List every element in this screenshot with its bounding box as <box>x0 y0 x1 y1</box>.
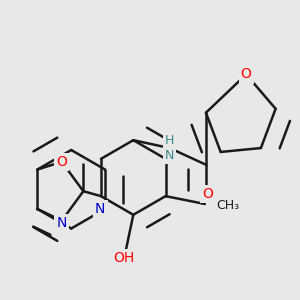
Text: O: O <box>241 68 252 81</box>
Text: O: O <box>56 155 67 169</box>
Text: O: O <box>202 187 213 201</box>
Text: CH₃: CH₃ <box>217 200 240 212</box>
Text: OH: OH <box>113 251 134 265</box>
Text: H
N: H N <box>165 134 174 162</box>
Text: N: N <box>57 216 67 230</box>
Text: N: N <box>95 202 106 216</box>
